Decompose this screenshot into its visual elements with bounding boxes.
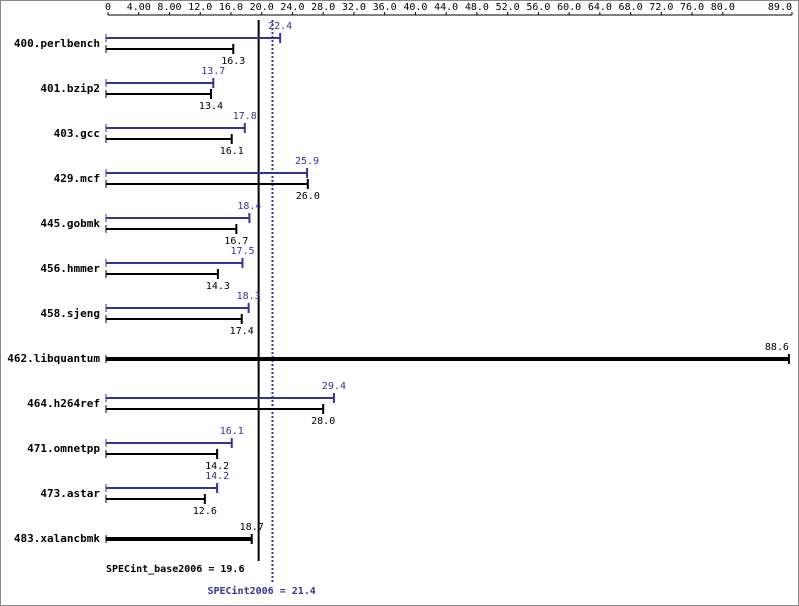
x-tick-label: 24.0	[280, 2, 304, 13]
value-label: 14.3	[206, 281, 230, 292]
value-label: 18.3	[237, 291, 261, 302]
value-label: 17.8	[233, 111, 257, 122]
category-label: 401.bzip2	[40, 82, 100, 95]
value-label: 22.4	[268, 21, 292, 32]
category-label: 483.xalancbmk	[14, 532, 100, 545]
x-tick-label: 0	[105, 2, 111, 13]
value-label: 18.7	[240, 522, 264, 533]
value-label: 17.5	[230, 246, 254, 257]
x-tick-label: 64.0	[588, 2, 612, 13]
category-label: 456.hmmer	[40, 262, 100, 275]
x-tick-label: 4.00	[127, 2, 151, 13]
x-tick-label: 60.0	[557, 2, 581, 13]
value-label: 16.1	[220, 146, 244, 157]
value-label: 29.4	[322, 381, 346, 392]
value-label: 14.2	[205, 471, 229, 482]
x-tick-label: 68.0	[619, 2, 643, 13]
category-label: 400.perlbench	[14, 37, 100, 50]
x-tick-label: 44.0	[434, 2, 458, 13]
x-tick-label: 20.0	[250, 2, 274, 13]
value-label: 16.7	[224, 236, 248, 247]
value-label: 16.1	[220, 426, 244, 437]
value-label: 26.0	[296, 191, 320, 202]
x-tick-label: 56.0	[526, 2, 550, 13]
value-label: 13.4	[199, 101, 223, 112]
category-label: 429.mcf	[54, 172, 100, 185]
category-label: 471.omnetpp	[27, 442, 100, 455]
value-label: 18.4	[237, 201, 261, 212]
x-tick-label: 12.0	[188, 2, 212, 13]
x-tick-label: 52.0	[496, 2, 520, 13]
category-label: 445.gobmk	[40, 217, 100, 230]
x-tick-label: 89.0	[768, 2, 792, 13]
x-tick-label: 36.0	[373, 2, 397, 13]
value-label: 13.7	[201, 66, 225, 77]
x-tick-label: 8.00	[157, 2, 181, 13]
value-label: 25.9	[295, 156, 319, 167]
x-tick-label: 72.0	[649, 2, 673, 13]
category-label: 464.h264ref	[27, 397, 100, 410]
x-tick-label: 28.0	[311, 2, 335, 13]
category-label: 462.libquantum	[7, 352, 100, 365]
x-tick-label: 40.0	[403, 2, 427, 13]
reference-label: SPECint_base2006 = 19.6	[106, 563, 244, 575]
value-label: 12.6	[193, 506, 217, 517]
x-tick-label: 48.0	[465, 2, 489, 13]
value-label: 17.4	[230, 326, 254, 337]
value-label: 14.2	[205, 461, 229, 472]
x-tick-label: 16.0	[219, 2, 243, 13]
category-label: 403.gcc	[54, 127, 100, 140]
x-tick-label: 32.0	[342, 2, 366, 13]
x-tick-label: 80.0	[711, 2, 735, 13]
value-label: 16.3	[221, 56, 245, 67]
category-label: 458.sjeng	[40, 307, 100, 320]
reference-label: SPECint2006 = 21.4	[207, 585, 315, 597]
x-tick-label: 76.0	[680, 2, 704, 13]
value-label: 28.0	[311, 416, 335, 427]
category-label: 473.astar	[40, 487, 100, 500]
value-label: 88.6	[765, 342, 789, 353]
